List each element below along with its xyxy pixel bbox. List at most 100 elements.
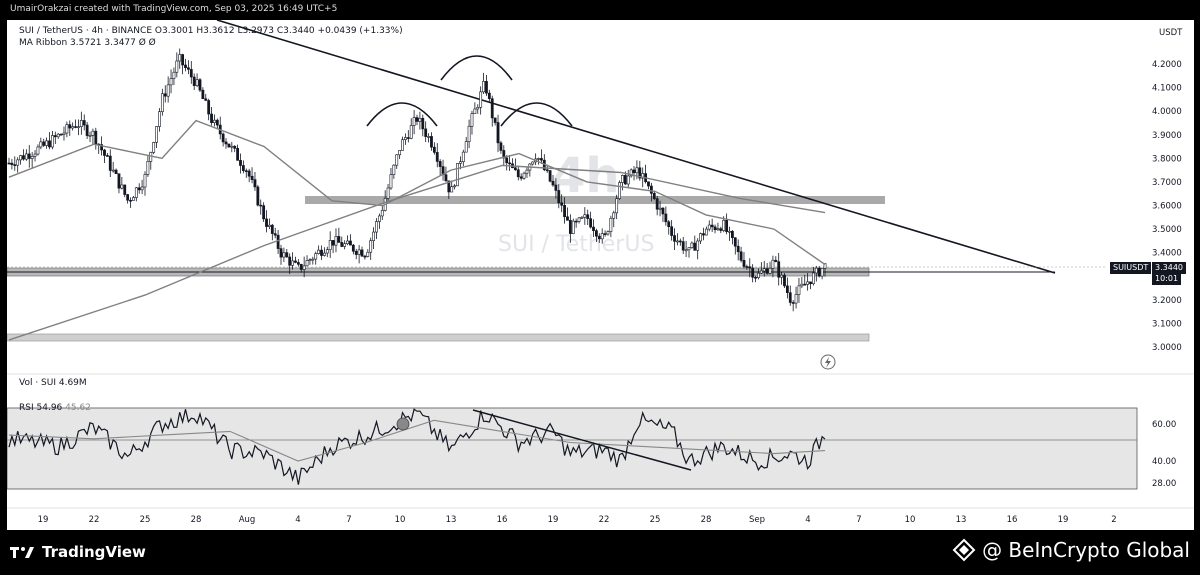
candle-body — [279, 248, 283, 258]
time-tick-label: 4 — [805, 515, 810, 525]
candle-body — [152, 142, 156, 153]
countdown-tag: 10:01 — [1152, 273, 1182, 285]
rsi-label: RSI — [19, 403, 34, 413]
candle-body — [236, 148, 239, 161]
lightning-icon[interactable] — [820, 354, 836, 370]
candle-body — [146, 161, 150, 175]
candle-body — [149, 152, 153, 162]
candle-body — [351, 244, 355, 252]
candle-body — [323, 252, 326, 256]
candle-body — [803, 283, 807, 286]
currency-label[interactable]: USDT — [1159, 28, 1183, 38]
candle-body — [626, 175, 630, 185]
candle-body — [227, 143, 231, 148]
candle-body — [308, 259, 312, 261]
candle-body — [490, 98, 494, 119]
price-chart[interactable]: 4.2000 4.1000 4.0000 3.9000 3.8000 3.7000 3.60… — [7, 20, 1194, 530]
candle-body — [432, 146, 436, 153]
candle-body — [253, 179, 257, 188]
candle-body — [702, 233, 705, 236]
candle-body — [108, 155, 112, 171]
candle-body — [673, 235, 676, 242]
right-shoulder-arc — [500, 102, 573, 127]
candle-body — [285, 252, 289, 258]
candle-body — [103, 149, 106, 156]
candle-body — [22, 155, 25, 160]
beincrypto-brand[interactable]: @ BeInCrypto Global — [952, 538, 1190, 562]
candle-body — [132, 197, 135, 201]
price-tick-label: 3.6000 — [1152, 202, 1182, 212]
candle-body — [404, 137, 407, 140]
candle-body — [129, 199, 132, 202]
candle-body — [791, 302, 795, 304]
ma-ribbon-legend[interactable]: MA Ribbon 3.5721 3.3477 Ø Ø — [19, 38, 156, 48]
candle-body — [704, 228, 708, 236]
resistance-zone — [305, 196, 885, 204]
candle-body — [317, 249, 321, 254]
candle-body — [768, 267, 772, 274]
candle-body — [508, 162, 511, 165]
candle-body — [566, 216, 569, 221]
candle-body — [456, 163, 459, 187]
volume-legend[interactable]: Vol · SUI 4.69M — [19, 378, 87, 388]
candle-body — [658, 207, 662, 210]
candle-body — [754, 276, 757, 279]
candle-body — [757, 272, 760, 278]
descending-trendline[interactable] — [216, 20, 1056, 274]
candle-body — [265, 218, 268, 227]
candle-body — [710, 224, 714, 228]
candle-body — [783, 274, 786, 287]
candle-body — [551, 180, 555, 186]
candle-body — [294, 260, 297, 263]
candle-body — [62, 132, 66, 135]
candle-body — [771, 259, 775, 269]
candle-body — [360, 249, 364, 257]
rsi-trendline[interactable] — [472, 409, 692, 471]
candle-body — [201, 89, 205, 100]
candle-body — [464, 141, 468, 153]
rsi-legend[interactable]: RSI 54.96 45.62 — [19, 403, 91, 413]
creator-line: UmairOrakzai created with TradingView.co… — [10, 4, 338, 14]
candle-body — [800, 283, 804, 287]
candle-body — [369, 240, 373, 253]
candle-body — [105, 155, 109, 157]
candle-body — [759, 270, 763, 274]
time-tick-label: 13 — [446, 515, 457, 525]
tradingview-brand[interactable]: TradingView — [10, 543, 146, 561]
rsi-pane[interactable] — [7, 407, 1138, 490]
time-tick-label: Aug — [239, 515, 256, 525]
candle-body — [392, 164, 396, 175]
candle-body — [160, 93, 164, 112]
candles — [7, 48, 827, 312]
rsi-tick-label: 60.00 — [1152, 420, 1176, 430]
candle-body — [728, 230, 731, 233]
candle-body — [325, 249, 329, 254]
candle-body — [664, 213, 668, 223]
candle-body — [262, 205, 266, 220]
candle-body — [670, 226, 674, 236]
candle-body — [45, 140, 49, 146]
price-tick-label: 3.1000 — [1152, 319, 1182, 329]
candle-body — [340, 242, 344, 247]
time-tick-label: 7 — [346, 515, 351, 525]
candle-body — [273, 233, 277, 236]
candle-body — [676, 240, 679, 243]
candle-body — [163, 93, 167, 97]
watermark-timeframe: 4h — [552, 148, 620, 204]
candle-body — [366, 251, 370, 257]
candle-body — [123, 184, 127, 195]
candle-body — [450, 186, 454, 193]
symbol-price-tag: SUIUSDT — [1110, 262, 1152, 274]
candle-body — [192, 76, 196, 86]
candle-body — [126, 194, 130, 201]
candle-body — [213, 119, 216, 123]
time-tick-label: 28 — [191, 515, 202, 525]
chart-panel[interactable]: 4h SUI / TetherUS — [7, 20, 1194, 530]
candle-body — [603, 233, 607, 235]
price-tick-label: 4.1000 — [1152, 84, 1182, 94]
candle-body — [725, 220, 729, 232]
candle-body — [780, 274, 783, 278]
candle-body — [372, 231, 375, 241]
price-tick-label: 3.0000 — [1152, 343, 1182, 353]
time-tick-label: 25 — [140, 515, 151, 525]
